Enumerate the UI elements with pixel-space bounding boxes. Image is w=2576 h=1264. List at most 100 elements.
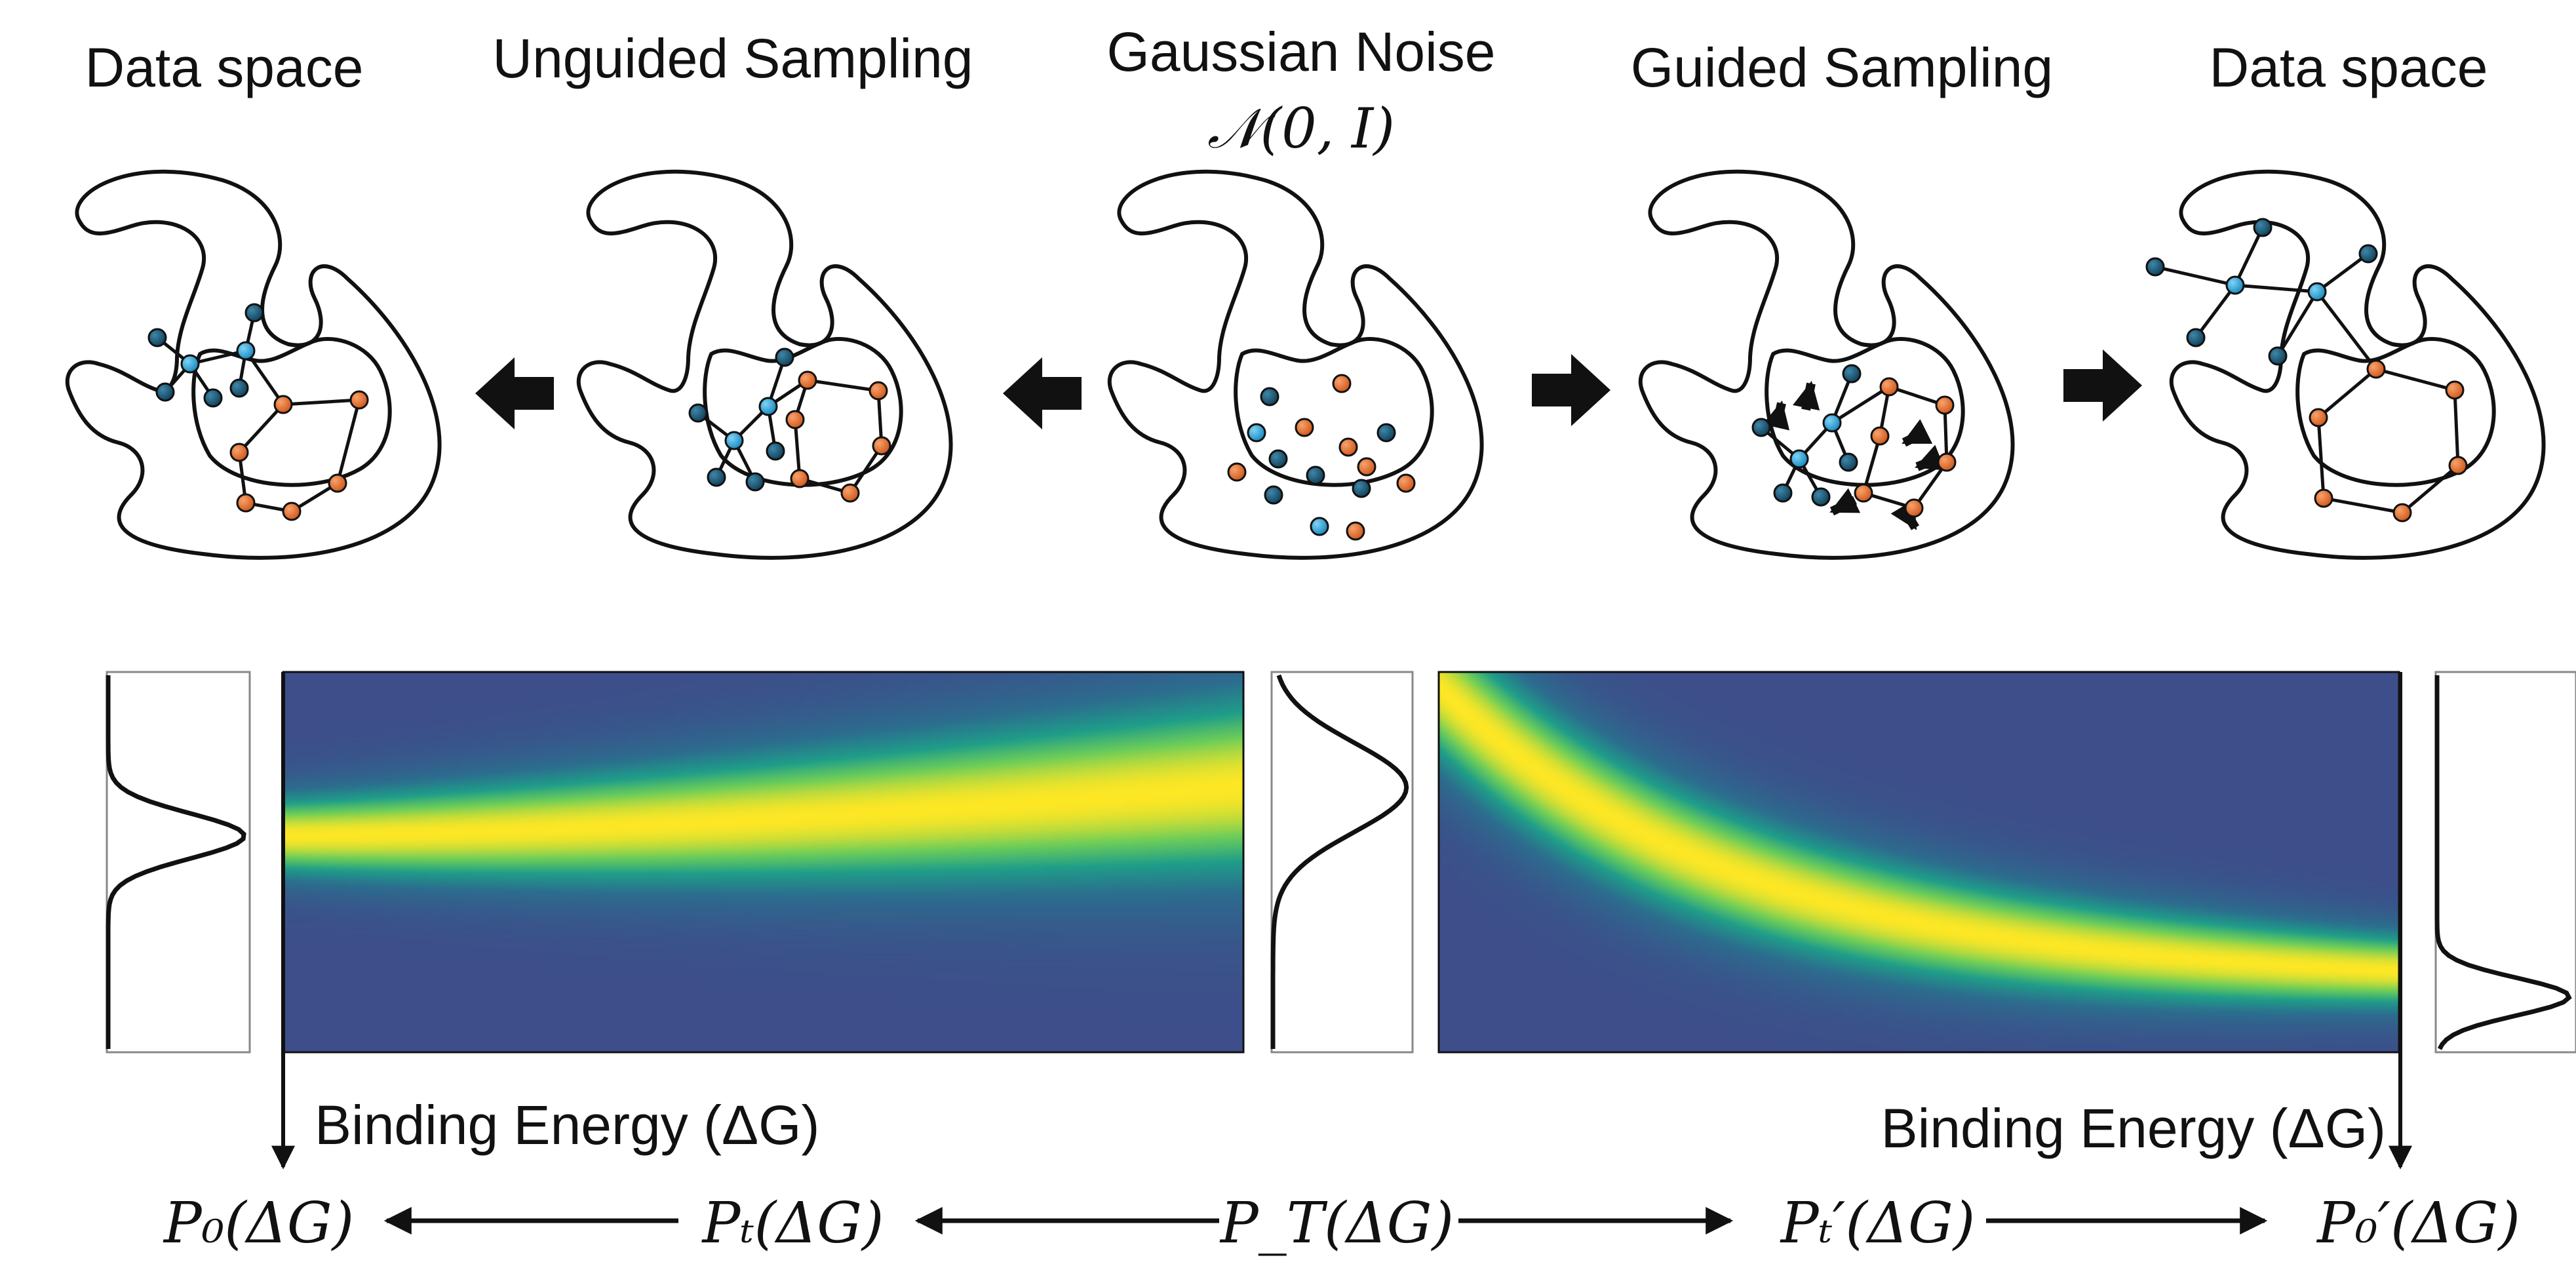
density-curve-p0	[106, 675, 246, 1049]
atom	[2366, 359, 2386, 379]
atom	[229, 443, 249, 462]
atom	[1396, 473, 1416, 493]
atom	[758, 397, 778, 416]
noise-atoms	[1227, 374, 1416, 541]
atom	[2314, 488, 2333, 508]
atom	[155, 382, 175, 402]
binding-pocket-3	[1110, 172, 1482, 558]
atom	[2307, 282, 2327, 302]
atom	[1306, 465, 1325, 485]
atom	[1811, 487, 1831, 507]
dist-p0: P₀(ΔG)	[163, 1191, 354, 1256]
atom	[1935, 395, 1955, 415]
atom	[1260, 387, 1279, 406]
binding-energy-label-left: Binding Energy (ΔG)	[315, 1094, 819, 1156]
atom	[766, 441, 785, 461]
atom	[1870, 426, 1890, 446]
atom	[688, 403, 708, 423]
dist-pt: Pₜ(ΔG)	[701, 1191, 884, 1256]
atom	[2268, 346, 2288, 366]
atom	[2448, 456, 2468, 475]
atom	[147, 328, 167, 347]
binding-pocket-2	[579, 172, 951, 558]
atom	[349, 390, 369, 410]
atom	[798, 370, 817, 390]
block-arrow-right-1	[1532, 354, 1610, 426]
atom	[790, 469, 810, 488]
atom	[328, 473, 347, 493]
atom	[203, 388, 223, 408]
atom	[1879, 377, 1899, 397]
molecule-right	[2155, 226, 2460, 515]
atom	[1264, 485, 1283, 505]
atom	[724, 431, 744, 450]
heatmap-unguided	[283, 672, 1243, 1052]
title-data-space-left: Data space	[85, 37, 364, 98]
atom	[2186, 328, 2206, 347]
density-panel-pT	[1270, 671, 1414, 1054]
density-panel-p0	[106, 671, 251, 1054]
binding-energy-label-right: Binding Energy (ΔG)	[1881, 1097, 2386, 1159]
title-unguided-sampling: Unguided Sampling	[492, 28, 973, 89]
dist-p0-prime: P₀′(ΔG)	[2316, 1191, 2520, 1256]
atom	[1295, 418, 1314, 437]
atom	[2253, 218, 2273, 237]
block-arrow-left-2	[1003, 357, 1082, 429]
binding-pocket-5	[2172, 172, 2544, 558]
block-arrows	[475, 349, 2142, 429]
atom	[785, 410, 805, 429]
atom	[273, 395, 293, 414]
atom	[2445, 380, 2465, 400]
atom	[1310, 517, 1329, 536]
atom	[1357, 457, 1376, 477]
atom	[1227, 462, 1247, 482]
density-curve-p0-prime	[2434, 675, 2572, 1050]
atom	[244, 303, 264, 323]
atom	[1937, 452, 1957, 472]
atom	[180, 354, 200, 374]
atom	[1842, 364, 1862, 384]
atom	[1332, 374, 1352, 393]
dist-pT: P_T(ΔG)	[1219, 1191, 1454, 1256]
atom	[1839, 452, 1858, 472]
gaussian-formula: 𝒩(0, I)	[1207, 96, 1395, 161]
atom	[1773, 483, 1793, 503]
atom	[282, 502, 302, 521]
force-arrows	[1763, 380, 1945, 530]
atom	[1854, 483, 1873, 503]
atom	[1751, 418, 1771, 437]
heatmap-guided	[1439, 672, 2399, 1052]
title-data-space-right: Data space	[2210, 37, 2488, 98]
dist-pt-prime: Pₜ′(ΔG)	[1780, 1191, 1976, 1256]
atom	[229, 378, 249, 398]
atom	[707, 467, 726, 487]
block-arrow-right-2	[2063, 349, 2142, 422]
atom	[1268, 449, 1288, 469]
atom	[1346, 521, 1365, 541]
title-guided-sampling: Guided Sampling	[1631, 37, 2053, 98]
density-curve-pT	[1270, 674, 1409, 1049]
atom	[236, 493, 256, 513]
atom	[2225, 275, 2245, 295]
atom	[775, 347, 794, 367]
atom	[236, 341, 256, 361]
atom	[840, 483, 860, 503]
atom	[1822, 413, 1842, 433]
atom	[1247, 423, 1266, 443]
density-panel-p0-prime	[2434, 671, 2576, 1054]
block-arrow-left-1	[475, 357, 554, 429]
atom	[2392, 503, 2412, 523]
atom	[1904, 498, 1924, 518]
atom	[745, 472, 765, 492]
atom	[1376, 423, 1396, 443]
atom	[2309, 408, 2328, 427]
atom	[868, 381, 888, 401]
atom	[2145, 257, 2165, 277]
atom	[872, 436, 891, 456]
atom	[1789, 449, 1809, 469]
atom	[1338, 437, 1358, 457]
atom	[1352, 479, 1371, 498]
title-gaussian-noise: Gaussian Noise	[1107, 21, 1496, 83]
atom	[2358, 244, 2378, 264]
